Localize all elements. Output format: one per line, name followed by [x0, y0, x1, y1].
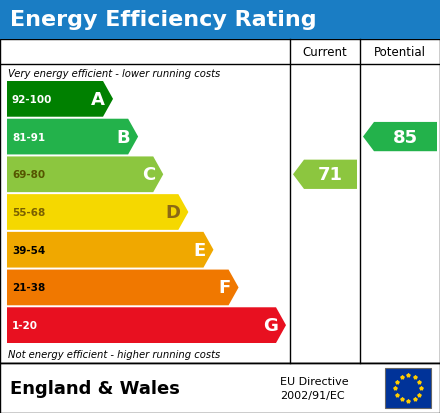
Text: 69-80: 69-80: [12, 170, 45, 180]
Text: 21-38: 21-38: [12, 283, 45, 293]
Polygon shape: [7, 119, 138, 155]
Text: 92-100: 92-100: [12, 95, 52, 104]
Polygon shape: [7, 157, 163, 193]
Text: E: E: [193, 241, 205, 259]
Bar: [385, 368, 431, 408]
Text: Potential: Potential: [374, 46, 426, 59]
Text: G: G: [263, 316, 278, 335]
Text: 2002/91/EC: 2002/91/EC: [280, 390, 345, 400]
Polygon shape: [7, 308, 286, 343]
Bar: [0, 363, 440, 413]
Text: Very energy efficient - lower running costs: Very energy efficient - lower running co…: [8, 69, 220, 79]
Text: England & Wales: England & Wales: [10, 379, 180, 397]
Text: Current: Current: [303, 46, 347, 59]
Text: 39-54: 39-54: [12, 245, 45, 255]
Text: 71: 71: [318, 166, 343, 184]
Text: A: A: [91, 90, 105, 109]
Text: B: B: [117, 128, 130, 146]
Text: D: D: [165, 204, 180, 221]
Text: Not energy efficient - higher running costs: Not energy efficient - higher running co…: [8, 349, 220, 359]
Text: F: F: [218, 279, 231, 297]
Bar: [0, 40, 440, 363]
Polygon shape: [7, 232, 213, 268]
Polygon shape: [7, 82, 113, 117]
Bar: [0, 0, 440, 40]
Polygon shape: [293, 160, 357, 190]
Text: 81-91: 81-91: [12, 132, 45, 142]
Polygon shape: [363, 123, 437, 152]
Text: 1-20: 1-20: [12, 320, 38, 330]
Polygon shape: [7, 195, 188, 230]
Text: C: C: [142, 166, 155, 184]
Polygon shape: [7, 270, 238, 306]
Text: Energy Efficiency Rating: Energy Efficiency Rating: [10, 10, 317, 30]
Text: EU Directive: EU Directive: [280, 376, 348, 386]
Text: 55-68: 55-68: [12, 207, 45, 218]
Text: 85: 85: [393, 128, 418, 146]
